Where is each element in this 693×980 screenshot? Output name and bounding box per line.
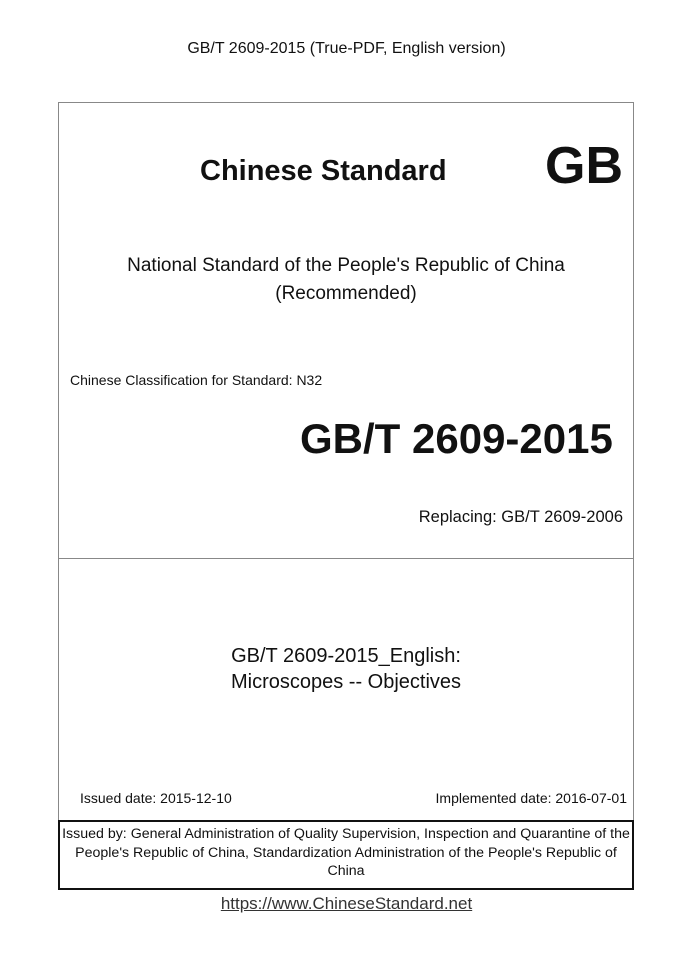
website-link[interactable]: https://www.ChineseStandard.net (220, 894, 473, 913)
page-header: GB/T 2609-2015 (True-PDF, English versio… (187, 40, 506, 57)
footer: https://www.ChineseStandard.net (0, 894, 693, 914)
gb-mark: GB (545, 137, 623, 195)
implemented-date: Implemented date: 2016-07-01 (435, 790, 627, 806)
title-line2: Microscopes -- Objectives (230, 671, 462, 693)
issued-date: Issued date: 2015-12-10 (80, 790, 232, 806)
national-line2: (Recommended) (275, 283, 417, 304)
document-title: GB/T 2609-2015_English: Microscopes -- O… (58, 643, 634, 695)
cover-top-frame (58, 102, 634, 558)
replacing: Replacing: GB/T 2609-2006 (418, 508, 623, 526)
brand-title: Chinese Standard (200, 155, 447, 187)
national-standard: National Standard of the People's Republ… (58, 252, 634, 308)
national-line1: National Standard of the People's Republ… (127, 255, 565, 276)
classification: Chinese Classification for Standard: N32 (70, 372, 323, 388)
title-line1: GB/T 2609-2015_English: (231, 645, 461, 667)
issued-by: Issued by: General Administration of Qua… (58, 820, 634, 890)
standard-number: GB/T 2609-2015 (300, 415, 613, 462)
